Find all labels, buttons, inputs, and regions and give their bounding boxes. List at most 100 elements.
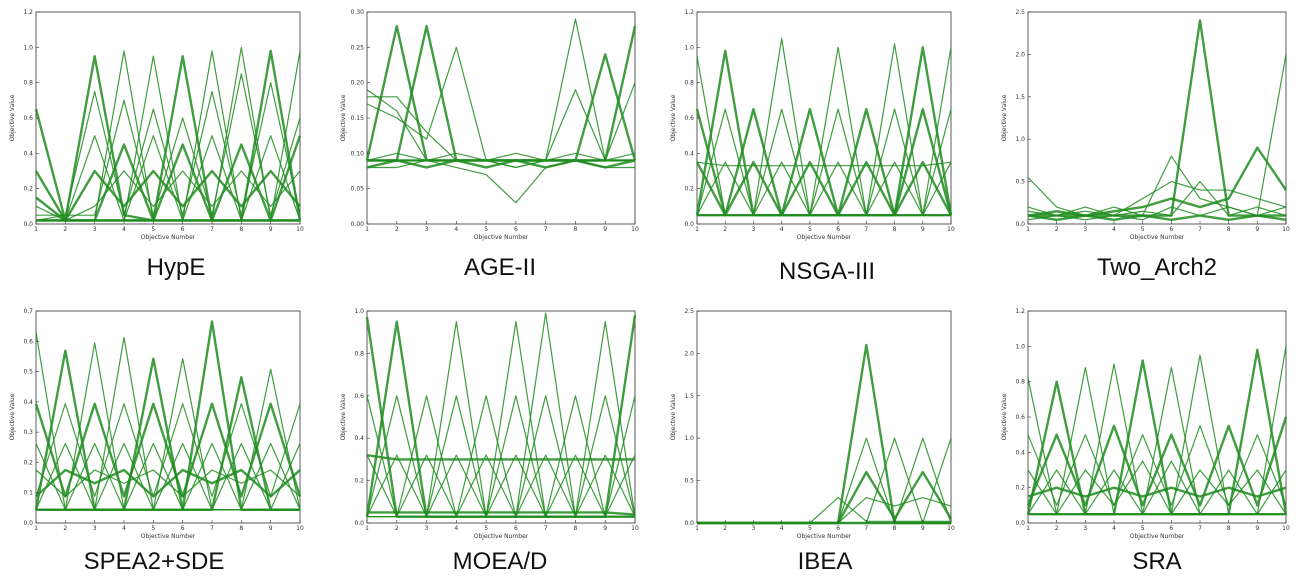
x-axis-label: Objective Number xyxy=(797,234,852,241)
x-tick-label: 1 xyxy=(1026,525,1030,532)
series-line xyxy=(1027,346,1287,515)
x-tick-label: 7 xyxy=(1198,525,1202,532)
y-tick-label: 0.8 xyxy=(23,80,33,87)
panel-caption: SPEA2+SDE xyxy=(83,548,225,575)
x-axis-label: Objective Number xyxy=(141,533,196,540)
series-line xyxy=(366,152,636,161)
y-tick-label: 0.5 xyxy=(684,478,694,485)
series-line xyxy=(367,53,637,162)
x-tick-label: 1 xyxy=(34,226,38,233)
x-tick-label: 7 xyxy=(210,226,214,233)
x-tick-label: 7 xyxy=(864,525,868,532)
y-tick-label: 0.15 xyxy=(351,115,365,122)
series-line xyxy=(366,453,635,461)
x-tick-label: 2 xyxy=(723,525,727,532)
series-line xyxy=(36,135,301,222)
series-line xyxy=(366,159,636,169)
y-tick-label: 0.0 xyxy=(1015,520,1025,527)
y-tick-label: 0.6 xyxy=(684,115,694,122)
x-tick-label: 7 xyxy=(210,525,214,532)
x-tick-label: 5 xyxy=(151,226,155,233)
x-tick-label: 3 xyxy=(752,525,756,532)
x-tick-label: 4 xyxy=(122,226,126,233)
panel-caption: HypE xyxy=(146,254,206,281)
y-tick-label: 0.3 xyxy=(23,429,33,436)
y-tick-label: 0.2 xyxy=(23,459,33,466)
y-tick-label: 0.7 xyxy=(23,308,33,315)
x-tick-label: 3 xyxy=(425,525,429,532)
y-axis-label: Objective Value xyxy=(1001,94,1008,141)
series-line xyxy=(1028,19,1286,217)
series-line xyxy=(36,82,301,216)
y-tick-label: 0.2 xyxy=(684,186,694,193)
x-tick-label: 2 xyxy=(63,226,67,233)
y-tick-label: 0.4 xyxy=(354,435,364,442)
y-tick-label: 0.8 xyxy=(684,80,694,87)
x-tick-label: 4 xyxy=(122,525,126,532)
y-tick-label: 2.0 xyxy=(684,350,694,357)
y-tick-label: 2.0 xyxy=(1015,51,1025,58)
x-tick-label: 8 xyxy=(574,525,578,532)
x-tick-label: 4 xyxy=(454,226,458,233)
y-tick-label: 0.0 xyxy=(1015,221,1025,228)
y-tick-label: 0.0 xyxy=(354,520,364,527)
x-tick-label: 4 xyxy=(1112,525,1116,532)
x-tick-label: 3 xyxy=(425,226,429,233)
panel-caption: SRA xyxy=(1132,548,1182,575)
y-tick-label: 2.5 xyxy=(684,308,694,315)
panel-caption: NSGA-III xyxy=(778,258,875,285)
y-tick-label: 1.0 xyxy=(354,308,364,315)
x-tick-label: 1 xyxy=(1026,226,1030,233)
x-tick-label: 5 xyxy=(484,226,488,233)
x-tick-label: 1 xyxy=(365,525,369,532)
x-tick-label: 6 xyxy=(514,226,518,233)
series-line xyxy=(35,170,301,222)
y-tick-label: 0.2 xyxy=(354,478,364,485)
x-tick-label: 1 xyxy=(365,226,369,233)
x-tick-label: 6 xyxy=(836,226,840,233)
x-tick-label: 10 xyxy=(631,226,639,233)
y-tick-label: 0.5 xyxy=(1015,179,1025,186)
y-tick-label: 1.0 xyxy=(23,44,33,51)
series-line xyxy=(696,161,952,167)
y-axis-label: Objective Value xyxy=(670,94,677,141)
y-axis-label: Objective Value xyxy=(9,94,16,141)
y-tick-label: 0.4 xyxy=(23,399,33,406)
x-tick-label: 7 xyxy=(544,226,548,233)
y-axis-label: Objective Value xyxy=(340,393,347,440)
y-tick-label: 0.6 xyxy=(354,393,364,400)
x-tick-label: 10 xyxy=(947,226,955,233)
x-tick-label: 8 xyxy=(893,226,897,233)
x-axis-label: Objective Number xyxy=(141,234,196,241)
x-tick-label: 7 xyxy=(1198,226,1202,233)
y-tick-label: 1.2 xyxy=(1015,308,1025,315)
x-tick-label: 5 xyxy=(1141,226,1145,233)
y-axis-label: Objective Value xyxy=(9,393,16,440)
x-tick-label: 4 xyxy=(454,525,458,532)
x-tick-label: 6 xyxy=(181,226,185,233)
y-tick-label: 0.30 xyxy=(351,9,365,16)
series-line xyxy=(366,395,636,518)
x-tick-label: 2 xyxy=(1055,226,1059,233)
y-tick-label: 1.0 xyxy=(684,44,694,51)
x-tick-label: 10 xyxy=(947,525,955,532)
x-axis-label: Objective Number xyxy=(474,533,529,540)
y-axis-label: Objective Value xyxy=(670,393,677,440)
x-tick-label: 5 xyxy=(151,525,155,532)
x-axis-label: Objective Number xyxy=(474,234,529,241)
y-tick-label: 2.5 xyxy=(1015,9,1025,16)
series-line xyxy=(1027,486,1287,498)
y-tick-label: 0.2 xyxy=(1015,485,1025,492)
x-tick-label: 4 xyxy=(780,226,784,233)
panel-caption: AGE-II xyxy=(463,254,536,281)
y-tick-label: 1.0 xyxy=(1015,343,1025,350)
y-tick-label: 1.5 xyxy=(684,393,694,400)
y-tick-label: 0.4 xyxy=(684,150,694,157)
panel-caption: Two_Arch2 xyxy=(1096,254,1218,281)
y-tick-label: 1.2 xyxy=(23,9,33,16)
